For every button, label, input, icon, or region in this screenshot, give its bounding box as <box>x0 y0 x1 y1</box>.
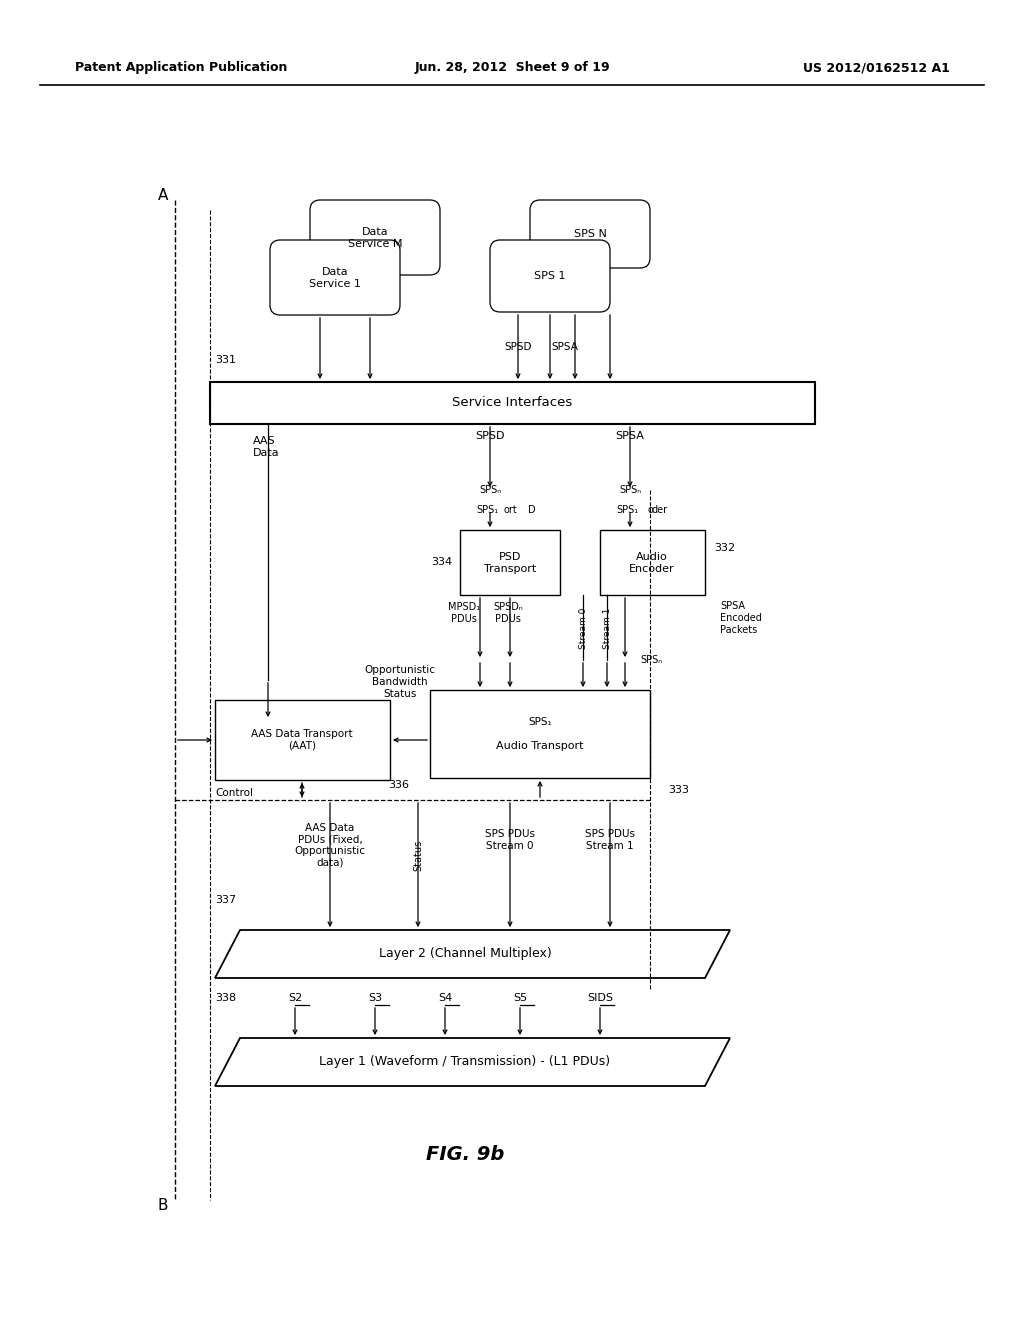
Text: AAS Data
PDUs (Fixed,
Opportunistic
data): AAS Data PDUs (Fixed, Opportunistic data… <box>295 822 366 867</box>
Text: ort: ort <box>503 506 517 515</box>
Text: PSD
Transport: PSD Transport <box>484 552 537 574</box>
Text: B: B <box>158 1197 168 1213</box>
Bar <box>430 690 650 777</box>
Bar <box>460 531 560 595</box>
Text: 334: 334 <box>431 557 452 568</box>
Text: Control: Control <box>215 788 253 799</box>
Text: A: A <box>158 189 168 203</box>
Text: 336: 336 <box>388 780 409 789</box>
Text: SPS₁: SPS₁ <box>616 506 638 515</box>
Text: der: der <box>652 506 668 515</box>
Text: FIG. 9b: FIG. 9b <box>426 1146 504 1164</box>
Text: Status: Status <box>413 840 423 871</box>
Text: SPSA: SPSA <box>615 432 644 441</box>
Text: MPSD₁
PDUs: MPSD₁ PDUs <box>447 602 480 624</box>
Text: 333: 333 <box>668 785 689 795</box>
Text: SPS N: SPS N <box>573 228 606 239</box>
Text: Audio Transport: Audio Transport <box>497 741 584 751</box>
Text: 337: 337 <box>215 895 237 906</box>
Text: SPS₁: SPS₁ <box>476 506 498 515</box>
FancyBboxPatch shape <box>270 240 400 315</box>
Text: Data
Service M: Data Service M <box>348 227 402 248</box>
Text: 331: 331 <box>215 355 236 366</box>
Text: S4: S4 <box>438 993 453 1003</box>
Text: D: D <box>528 506 536 515</box>
Text: SPS PDUs
Stream 0: SPS PDUs Stream 0 <box>485 829 535 851</box>
Text: o: o <box>647 506 653 515</box>
Text: SPSDₙ
PDUs: SPSDₙ PDUs <box>494 602 523 624</box>
Text: Data
Service 1: Data Service 1 <box>309 267 360 289</box>
Polygon shape <box>215 1038 730 1086</box>
Text: SPSₙ: SPSₙ <box>640 655 663 665</box>
Text: AAS
Data: AAS Data <box>253 436 280 458</box>
Polygon shape <box>215 931 730 978</box>
Text: SPS₁: SPS₁ <box>528 717 552 727</box>
Text: Patent Application Publication: Patent Application Publication <box>75 62 288 74</box>
Text: SPS PDUs
Stream 1: SPS PDUs Stream 1 <box>585 829 635 851</box>
Text: SPS 1: SPS 1 <box>535 271 565 281</box>
Text: 338: 338 <box>215 993 237 1003</box>
Text: SPSD: SPSD <box>475 432 505 441</box>
Bar <box>215 700 390 780</box>
Text: Stream 1: Stream 1 <box>602 607 611 648</box>
Text: SPSₙ: SPSₙ <box>479 484 501 495</box>
Text: 332: 332 <box>714 543 735 553</box>
Text: Audio
Encoder: Audio Encoder <box>629 552 675 574</box>
FancyBboxPatch shape <box>530 201 650 268</box>
Text: Jun. 28, 2012  Sheet 9 of 19: Jun. 28, 2012 Sheet 9 of 19 <box>414 62 610 74</box>
Text: SPSA: SPSA <box>552 342 579 352</box>
FancyBboxPatch shape <box>490 240 610 312</box>
Text: AAS Data Transport
(AAT): AAS Data Transport (AAT) <box>251 729 353 751</box>
Text: SPSA
Encoded
Packets: SPSA Encoded Packets <box>720 602 762 635</box>
Text: SIDS: SIDS <box>587 993 613 1003</box>
Text: SPSₙ: SPSₙ <box>618 484 641 495</box>
Text: Stream 0: Stream 0 <box>579 607 588 648</box>
Bar <box>210 381 815 424</box>
Text: Opportunistic
Bandwidth
Status: Opportunistic Bandwidth Status <box>365 665 435 698</box>
Text: S2: S2 <box>288 993 302 1003</box>
FancyBboxPatch shape <box>310 201 440 275</box>
Text: S3: S3 <box>368 993 382 1003</box>
Text: US 2012/0162512 A1: US 2012/0162512 A1 <box>803 62 950 74</box>
Text: Service Interfaces: Service Interfaces <box>452 396 572 409</box>
Text: Layer 2 (Channel Multiplex): Layer 2 (Channel Multiplex) <box>379 948 551 961</box>
Text: SPSD: SPSD <box>504 342 531 352</box>
Text: Layer 1 (Waveform / Transmission) - (L1 PDUs): Layer 1 (Waveform / Transmission) - (L1 … <box>319 1056 610 1068</box>
Text: S5: S5 <box>513 993 527 1003</box>
Bar <box>600 531 705 595</box>
